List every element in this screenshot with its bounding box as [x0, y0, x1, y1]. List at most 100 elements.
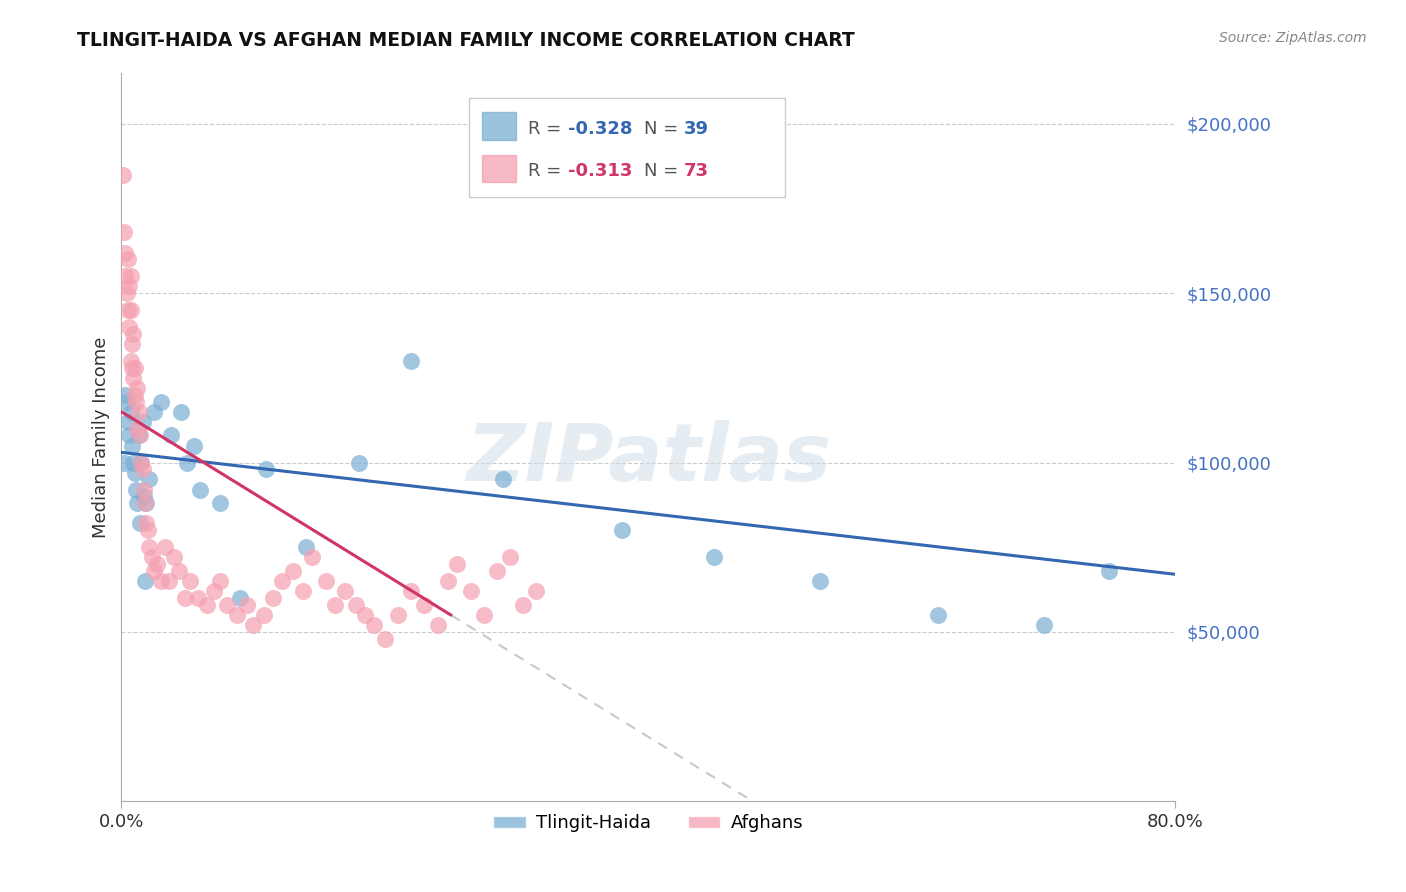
Point [399, 584, 422, 599]
Point [120, 303, 142, 318]
Point [114, 245, 136, 260]
Point [1032, 618, 1054, 632]
Point [610, 523, 633, 537]
Point [143, 564, 166, 578]
Point [295, 540, 318, 554]
Point [149, 394, 172, 409]
Point [363, 618, 385, 632]
Point [122, 326, 145, 341]
Point [169, 564, 191, 578]
Point [121, 360, 143, 375]
Point [117, 252, 139, 267]
Point [399, 354, 422, 368]
Point [354, 607, 377, 622]
Text: N =: N = [644, 120, 685, 138]
Point [253, 607, 276, 622]
Point [112, 225, 135, 239]
Text: TLINGIT-HAIDA VS AFGHAN MEDIAN FAMILY INCOME CORRELATION CHART: TLINGIT-HAIDA VS AFGHAN MEDIAN FAMILY IN… [77, 31, 855, 50]
Point [176, 456, 198, 470]
Point [292, 584, 315, 599]
Point [128, 428, 150, 442]
Point [153, 540, 176, 554]
Point [120, 354, 142, 368]
Point [202, 584, 225, 599]
Text: ZIPatlas: ZIPatlas [465, 420, 831, 498]
Point [170, 405, 193, 419]
Point [120, 405, 142, 419]
Point [117, 303, 139, 318]
Point [129, 456, 152, 470]
Point [254, 462, 277, 476]
Point [122, 371, 145, 385]
Point [446, 557, 468, 571]
Point [262, 591, 284, 605]
Point [173, 591, 195, 605]
Point [301, 550, 323, 565]
Point [242, 618, 264, 632]
Point [209, 496, 232, 510]
Point [134, 574, 156, 588]
Point [120, 269, 142, 284]
Point [512, 598, 534, 612]
Point [271, 574, 294, 588]
Text: R =: R = [529, 162, 567, 180]
Point [460, 584, 482, 599]
Point [437, 574, 460, 588]
Point [209, 574, 232, 588]
Point [115, 286, 138, 301]
Point [1098, 564, 1121, 578]
Point [124, 360, 146, 375]
Point [136, 523, 159, 537]
Point [132, 483, 155, 497]
Point [128, 516, 150, 531]
Point [149, 574, 172, 588]
Point [127, 496, 149, 510]
Point [235, 598, 257, 612]
Point [138, 540, 160, 554]
Point [125, 394, 148, 409]
Legend: Tlingit-Haida, Afghans: Tlingit-Haida, Afghans [486, 807, 811, 839]
Point [485, 564, 508, 578]
Point [195, 598, 218, 612]
Point [499, 550, 522, 565]
Point [413, 598, 436, 612]
Point [135, 496, 157, 510]
Text: 73: 73 [685, 162, 709, 180]
Point [114, 269, 136, 284]
Point [335, 584, 357, 599]
Point [226, 607, 249, 622]
Point [131, 462, 153, 476]
Point [190, 483, 212, 497]
Point [138, 473, 160, 487]
Text: 39: 39 [685, 120, 709, 138]
Point [135, 516, 157, 531]
Text: Source: ZipAtlas.com: Source: ZipAtlas.com [1219, 31, 1367, 45]
Point [187, 591, 209, 605]
Point [141, 550, 163, 565]
Point [121, 337, 143, 351]
Point [215, 598, 238, 612]
Bar [482, 154, 516, 182]
Point [124, 388, 146, 402]
Point [128, 428, 150, 442]
FancyBboxPatch shape [470, 98, 786, 197]
Text: N =: N = [644, 162, 685, 180]
Point [124, 466, 146, 480]
Point [157, 574, 180, 588]
Text: R =: R = [529, 120, 567, 138]
Text: -0.328: -0.328 [568, 120, 633, 138]
Point [374, 632, 396, 646]
Point [115, 394, 138, 409]
Point [134, 496, 156, 510]
Point [129, 456, 152, 470]
Point [323, 598, 346, 612]
Point [472, 607, 495, 622]
Point [146, 557, 169, 571]
Point [808, 574, 831, 588]
Point [111, 168, 134, 182]
Point [183, 439, 205, 453]
Point [492, 473, 515, 487]
Point [131, 415, 153, 429]
Point [163, 550, 186, 565]
Point [344, 598, 367, 612]
